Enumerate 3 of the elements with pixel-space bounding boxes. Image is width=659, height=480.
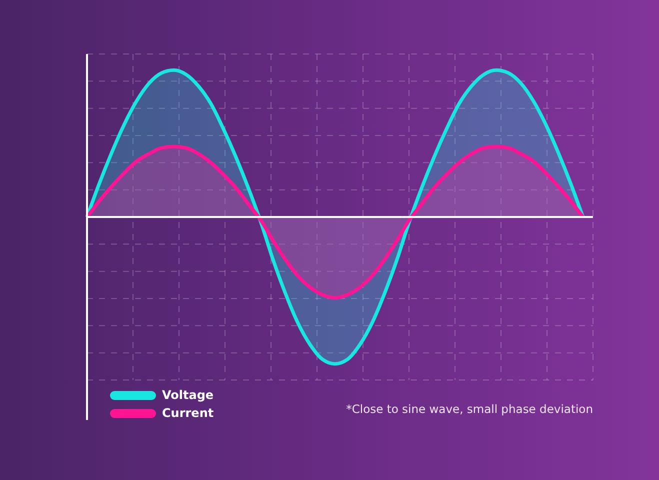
text: *Close to sine wave, small phase deviation <box>346 402 593 416</box>
legend-label: Current <box>162 406 214 420</box>
legend-label: Voltage <box>162 388 214 402</box>
